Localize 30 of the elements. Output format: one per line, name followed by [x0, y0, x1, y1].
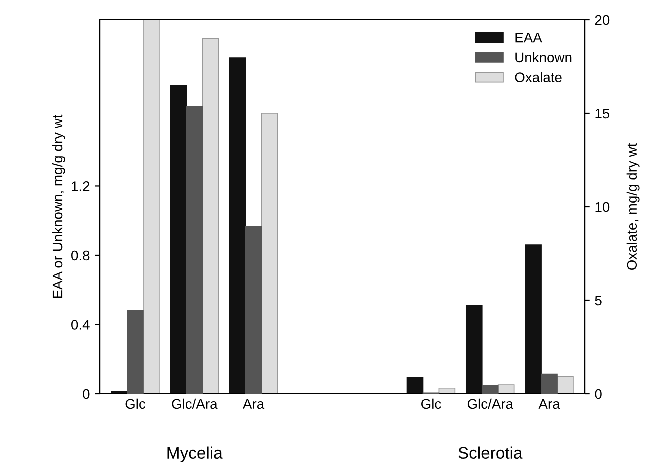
- y2-tick-label: 5: [595, 296, 602, 306]
- bar: [143, 20, 160, 394]
- bar: [438, 388, 456, 394]
- y-tick-label: 1.2: [72, 182, 90, 192]
- y2-tick-label: 20: [595, 15, 610, 26]
- y2-tick-label: 10: [596, 202, 610, 212]
- legend-label: Unknown: [516, 52, 572, 63]
- x-tick-label: Glc/Ara: [468, 398, 514, 410]
- y2-axis-title: Oxalate, mg/g dry wt: [626, 143, 640, 270]
- bar: [229, 58, 246, 394]
- text: Sclerotia: [458, 446, 523, 460]
- x-tick-label: Glc: [422, 398, 442, 410]
- y-tick-label: 0: [83, 389, 90, 400]
- x-tick-label: Glc: [126, 398, 146, 410]
- y-axis-title: EAA or Unknown, mg/g dry wt: [52, 114, 66, 298]
- y-tick-label: 0.8: [72, 250, 90, 261]
- bar: [127, 310, 144, 394]
- y2-tick-label: 0: [595, 389, 602, 400]
- bar: [406, 377, 424, 394]
- bar: [525, 244, 542, 394]
- x-tick-label: Ara: [243, 399, 265, 410]
- legend-label: Oxalate: [515, 72, 562, 82]
- bar: [170, 85, 188, 394]
- y2-tick-label: 15: [596, 108, 610, 119]
- y-tick-label: 0.4: [72, 320, 90, 330]
- x-tick-label: Ara: [538, 399, 560, 410]
- x-tick-label: Glc/Ara: [172, 398, 218, 410]
- text: Mycelia: [168, 446, 223, 462]
- legend-label: EAA: [516, 33, 542, 43]
- bar: [466, 305, 483, 394]
